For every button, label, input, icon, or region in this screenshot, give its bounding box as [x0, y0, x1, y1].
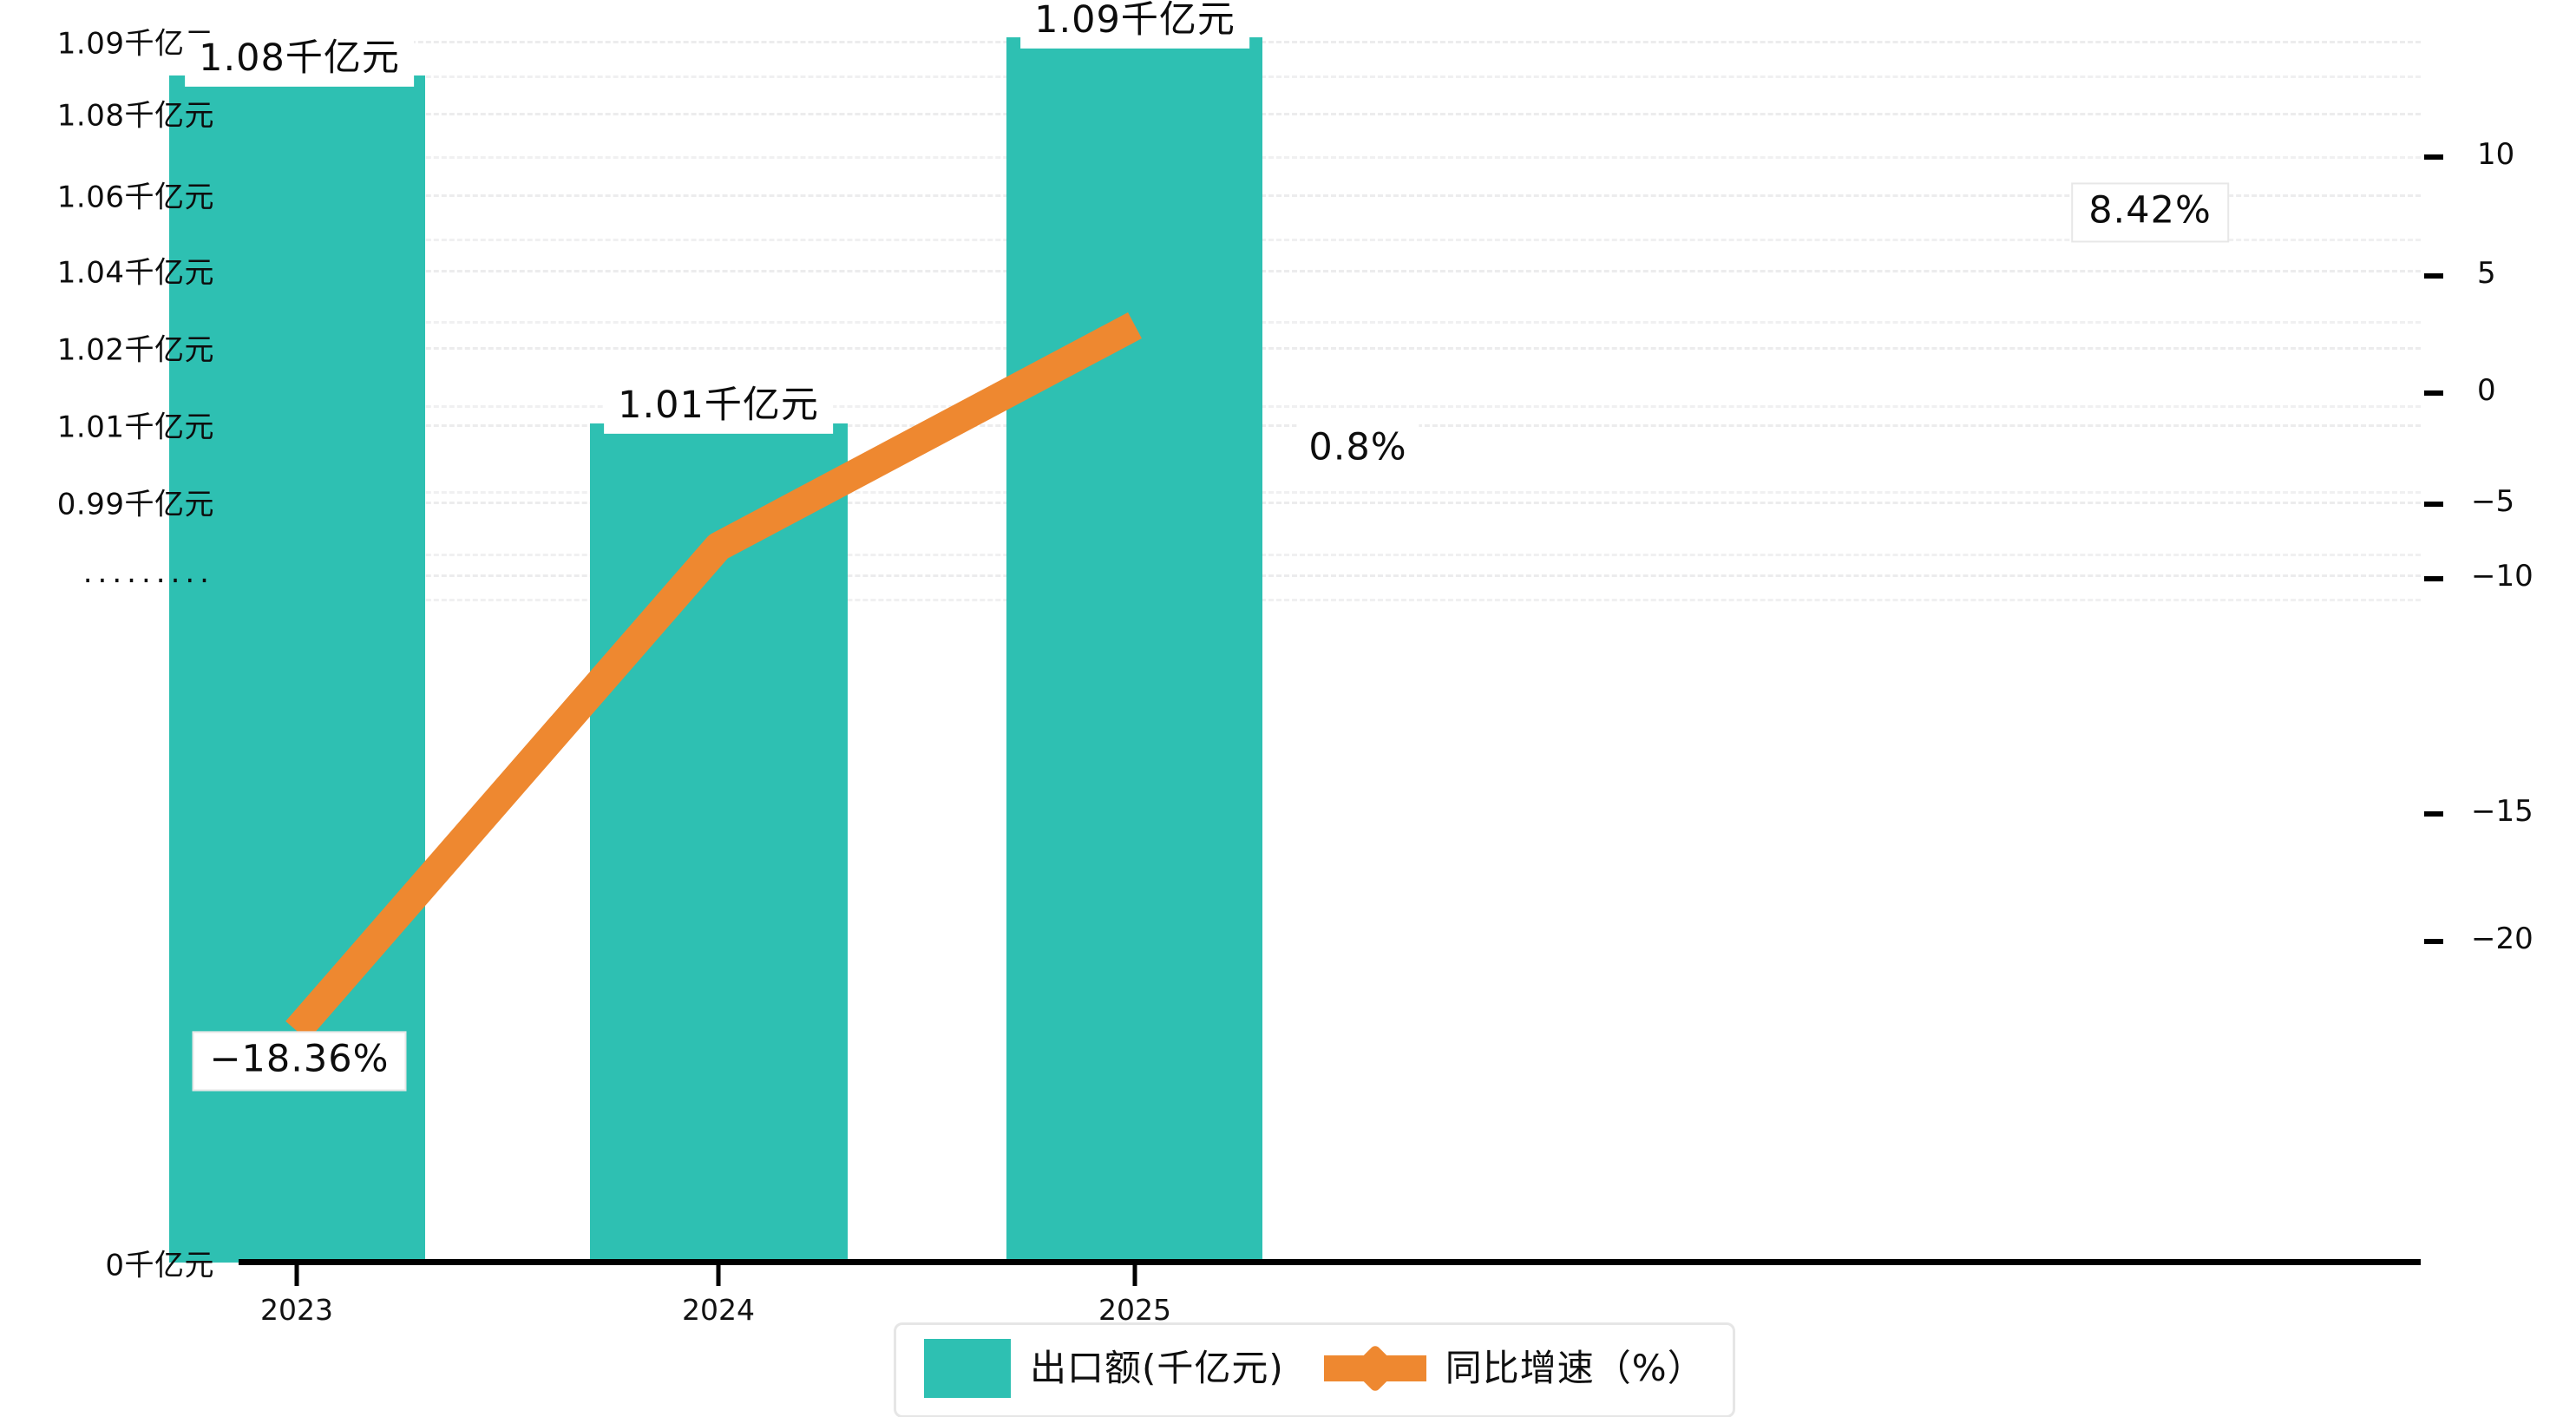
gridline-left-1	[239, 113, 2421, 115]
gridline-right-0	[239, 75, 2421, 78]
gridline-right-6	[239, 554, 2421, 556]
y-axis-left-label-4: 1.02千亿元	[56, 332, 214, 368]
ytick-right-0	[2424, 154, 2443, 160]
y-axis-right-label-1: 5	[2477, 256, 2496, 291]
y-axis-right-label-0: 10	[2477, 137, 2515, 172]
growth-line-series	[285, 312, 1142, 1041]
ytick-right-1	[2424, 273, 2443, 279]
legend-label-growth-rate: 同比增速（%）	[1445, 1347, 1705, 1389]
y-axis-left-label-3: 1.04千亿元	[56, 255, 214, 291]
legend-label-export-value: 出口额(千亿元)	[1030, 1347, 1284, 1389]
bar-value-label-2024: 1.01千亿元	[604, 380, 833, 434]
ytick-right-2	[2424, 390, 2443, 396]
x-axis-label-2024: 2024	[682, 1293, 755, 1327]
y-axis-right-label-5: −15	[2471, 794, 2533, 829]
ytick-right-3	[2424, 502, 2443, 507]
gridline-right-4	[239, 405, 2421, 408]
x-axis-label-2023: 2023	[260, 1293, 333, 1327]
y-axis-left-label-1: 1.08千亿元	[56, 98, 214, 134]
y-axis-right-label-4: −10	[2471, 559, 2533, 594]
gridline-right-2	[239, 239, 2421, 241]
gridline-right-7	[239, 599, 2421, 601]
bar-2025[interactable]	[1006, 37, 1262, 1263]
gridline-left-4	[239, 347, 2421, 350]
ytick-right-6	[2424, 939, 2443, 944]
gridline-right-1	[239, 156, 2421, 159]
x-axis-baseline	[239, 1259, 2421, 1265]
y-axis-left-label-8: 0千亿元	[105, 1248, 214, 1283]
xtick-2025	[1132, 1265, 1137, 1286]
bar-value-label-2023: 1.08千亿元	[185, 33, 414, 87]
x-axis-label-2025: 2025	[1098, 1293, 1171, 1327]
gridline-right-3	[239, 321, 2421, 324]
ytick-right-4	[2424, 576, 2443, 581]
gridline-left-7	[239, 574, 2421, 577]
legend-item-export-value[interactable]: 出口额(千亿元)	[924, 1339, 1284, 1398]
line-value-label-2024: 0.8%	[1296, 423, 1419, 476]
legend-bar-swatch-icon	[924, 1339, 1011, 1398]
line-value-label-2023: −18.36%	[192, 1031, 407, 1092]
y-axis-right-label-3: −5	[2471, 484, 2515, 519]
y-axis-right-label-2: 0	[2477, 373, 2496, 408]
gridline-left-3	[239, 270, 2421, 272]
y-axis-right-label-6: −20	[2471, 922, 2533, 956]
y-axis-left-label-6: 0.99千亿元	[56, 487, 214, 522]
chart-legend: 出口额(千亿元) 同比增速（%）	[894, 1322, 1735, 1417]
y-axis-left-label-5: 1.01千亿元	[56, 410, 214, 445]
gridline-right-5	[239, 491, 2421, 494]
ytick-right-5	[2424, 811, 2443, 817]
xtick-2024	[716, 1265, 721, 1286]
gridline-left-0	[239, 41, 2421, 43]
y-axis-left-label-7: .........	[82, 555, 214, 590]
line-value-label-2025: 8.42%	[2071, 182, 2229, 243]
legend-diamond-marker-icon	[1350, 1343, 1400, 1394]
xtick-2023	[294, 1265, 299, 1286]
bar-value-label-2025: 1.09千亿元	[1020, 0, 1249, 49]
legend-line-swatch-icon	[1323, 1339, 1426, 1398]
gridline-left-2	[239, 194, 2421, 197]
legend-item-growth-rate[interactable]: 同比增速（%）	[1323, 1339, 1705, 1398]
gridline-left-6	[239, 502, 2421, 504]
y-axis-left-label-2: 1.06千亿元	[56, 180, 214, 215]
growth-line-path	[285, 312, 1142, 1041]
